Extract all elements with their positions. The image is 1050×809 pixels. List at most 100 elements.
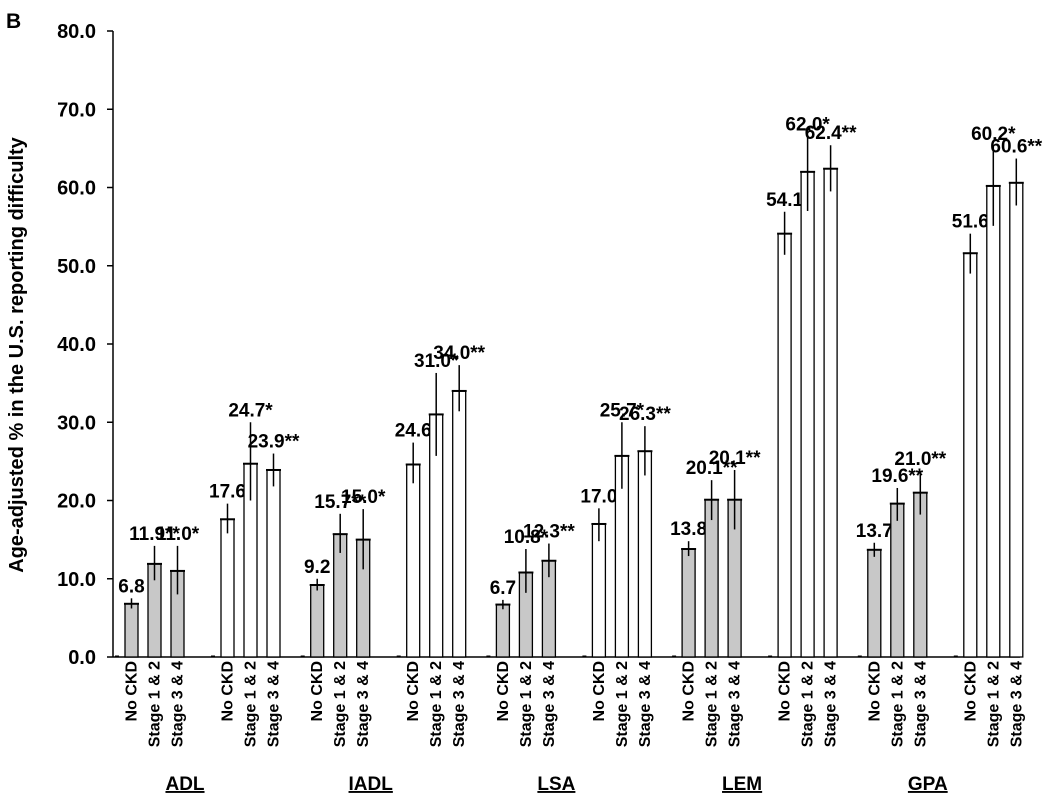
bar bbox=[913, 492, 928, 658]
category-label: Stage 3 & 4 bbox=[355, 661, 372, 747]
value-label: 24.6 bbox=[395, 421, 432, 442]
value-label: 19.6** bbox=[871, 466, 923, 487]
category-label: No CKD bbox=[405, 661, 422, 721]
value-label: 9.2 bbox=[304, 557, 330, 578]
bar bbox=[495, 603, 511, 658]
bar bbox=[963, 252, 978, 658]
group-label-adl: ADL bbox=[165, 774, 204, 795]
category-label: Stage 3 & 4 bbox=[637, 661, 654, 747]
value-label: 15.0* bbox=[341, 487, 386, 508]
category-label: Stage 1 & 2 bbox=[614, 661, 631, 747]
value-label: 51.6 bbox=[952, 212, 989, 233]
category-label: Stage 3 & 4 bbox=[451, 661, 468, 747]
category-label: Stage 3 & 4 bbox=[1008, 661, 1025, 747]
value-label: 21.0** bbox=[894, 449, 946, 470]
bar bbox=[124, 603, 139, 658]
group-label-iadl: IADL bbox=[349, 774, 394, 795]
value-label: 54.1 bbox=[766, 190, 803, 211]
value-label: 12.3** bbox=[523, 522, 575, 543]
value-label: 10.8* bbox=[504, 527, 549, 548]
category-label: Stage 1 & 2 bbox=[889, 661, 906, 747]
bar bbox=[986, 185, 1001, 658]
category-label: Stage 1 & 2 bbox=[704, 661, 721, 747]
y-tick-label: 50.0 bbox=[57, 256, 96, 278]
value-label: 62.0* bbox=[785, 115, 830, 136]
group-label-lsa: LSA bbox=[537, 774, 575, 795]
y-tick-label: 10.0 bbox=[57, 569, 96, 591]
value-label: 6.7 bbox=[490, 578, 516, 599]
category-label: No CKD bbox=[866, 661, 883, 721]
y-tick-label: 20.0 bbox=[57, 491, 96, 513]
bar bbox=[637, 450, 653, 658]
value-label: 11.9** bbox=[129, 524, 180, 545]
bar bbox=[310, 584, 325, 658]
y-tick-label: 30.0 bbox=[57, 412, 96, 434]
panel-label: B bbox=[6, 10, 21, 33]
category-label: Stage 1 & 2 bbox=[800, 661, 817, 747]
value-label: 34.0** bbox=[433, 343, 485, 364]
value-label: 17.6 bbox=[209, 482, 246, 503]
bar bbox=[266, 469, 281, 658]
category-label: Stage 3 & 4 bbox=[727, 661, 744, 747]
y-axis: 0.0 10.0 20.0 30.0 40.0 50.0 60.0 70.0 80.0 bbox=[57, 21, 1020, 669]
bar bbox=[220, 518, 235, 658]
category-label: No CKD bbox=[962, 661, 979, 721]
y-tick-label: 80.0 bbox=[57, 21, 96, 43]
group-label-gpa: GPA bbox=[908, 774, 948, 795]
category-label: Stage 3 & 4 bbox=[541, 661, 558, 747]
category-label: No CKD bbox=[309, 661, 326, 721]
bars-layer: 6.8 11.9**11.0* 17.6 24.7* 23.9** 9.2 15.7**15… bbox=[115, 115, 1043, 658]
y-axis-label: Age-adjusted % in the U.S. reporting dif… bbox=[6, 136, 28, 572]
value-label: 62.4** bbox=[805, 123, 857, 144]
value-label: 60.6** bbox=[990, 137, 1042, 158]
group-label-lem: LEM bbox=[722, 774, 762, 795]
value-label: 23.9** bbox=[248, 432, 300, 453]
value-label: 13.7 bbox=[856, 521, 893, 542]
value-label: 6.8 bbox=[118, 576, 144, 597]
category-label: No CKD bbox=[220, 661, 237, 721]
value-label: 25.7* bbox=[600, 400, 645, 421]
bar bbox=[1009, 182, 1024, 658]
bar bbox=[823, 168, 838, 658]
bar bbox=[800, 171, 815, 658]
value-label: 20.1** bbox=[709, 448, 761, 469]
category-label: No CKD bbox=[495, 661, 512, 721]
bar bbox=[890, 502, 905, 658]
value-label: 20.1** bbox=[686, 458, 738, 479]
value-label: 11.0* bbox=[156, 524, 200, 545]
value-label: 31.0* bbox=[414, 351, 459, 372]
value-label: 26.3** bbox=[619, 404, 671, 425]
bar bbox=[406, 463, 421, 658]
category-label: Stage 1 & 2 bbox=[332, 661, 349, 747]
bar bbox=[777, 233, 792, 658]
bar bbox=[867, 549, 882, 658]
category-label: Stage 1 & 2 bbox=[985, 661, 1002, 747]
category-label: Stage 3 & 4 bbox=[266, 661, 283, 747]
bar bbox=[452, 390, 467, 658]
value-label: 15.7** bbox=[314, 492, 366, 513]
category-label: Stage 1 & 2 bbox=[518, 661, 535, 747]
category-label: Stage 3 & 4 bbox=[823, 661, 840, 747]
value-label: 17.0 bbox=[580, 486, 617, 507]
value-label: 24.7* bbox=[228, 400, 273, 421]
bar bbox=[681, 548, 696, 658]
y-tick-label: 70.0 bbox=[57, 99, 96, 121]
category-label: No CKD bbox=[681, 661, 698, 721]
x-axis-labels: No CKD Stage 1 & 2 Stage 3 & 4 No CKD Stage … bbox=[124, 661, 1026, 795]
value-label: 13.8 bbox=[670, 519, 707, 540]
category-label: No CKD bbox=[777, 661, 794, 721]
y-tick-label: 60.0 bbox=[57, 178, 96, 200]
category-label: Stage 1 & 2 bbox=[428, 661, 445, 747]
bar bbox=[591, 523, 607, 658]
category-label: Stage 3 & 4 bbox=[912, 661, 929, 747]
category-label: Stage 1 & 2 bbox=[243, 661, 260, 747]
bar bbox=[704, 499, 719, 658]
y-tick-label: 40.0 bbox=[57, 334, 96, 356]
category-label: Stage 3 & 4 bbox=[170, 661, 187, 747]
y-tick-label: 0.0 bbox=[68, 647, 96, 669]
category-label: No CKD bbox=[591, 661, 608, 721]
value-label: 60.2* bbox=[971, 124, 1016, 145]
category-label: Stage 1 & 2 bbox=[147, 661, 164, 747]
category-label: No CKD bbox=[124, 661, 141, 721]
